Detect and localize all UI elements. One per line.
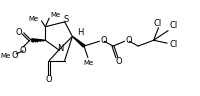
Text: Cl: Cl (169, 21, 177, 30)
Text: Cl: Cl (169, 40, 177, 49)
Text: H: H (77, 28, 83, 37)
Text: Me: Me (83, 60, 94, 65)
Text: Me: Me (0, 53, 10, 59)
Text: O: O (115, 57, 122, 66)
Text: O: O (20, 46, 26, 55)
Text: O: O (11, 51, 18, 60)
Polygon shape (32, 39, 45, 42)
Text: O: O (100, 36, 106, 45)
Text: Cl: Cl (153, 19, 161, 28)
Text: Me: Me (28, 16, 39, 22)
Text: O: O (125, 36, 131, 45)
Text: O: O (16, 28, 22, 37)
Polygon shape (72, 36, 84, 47)
Text: O: O (46, 75, 52, 84)
Text: Me: Me (50, 12, 60, 18)
Text: N: N (57, 44, 64, 53)
Text: S: S (63, 15, 68, 24)
